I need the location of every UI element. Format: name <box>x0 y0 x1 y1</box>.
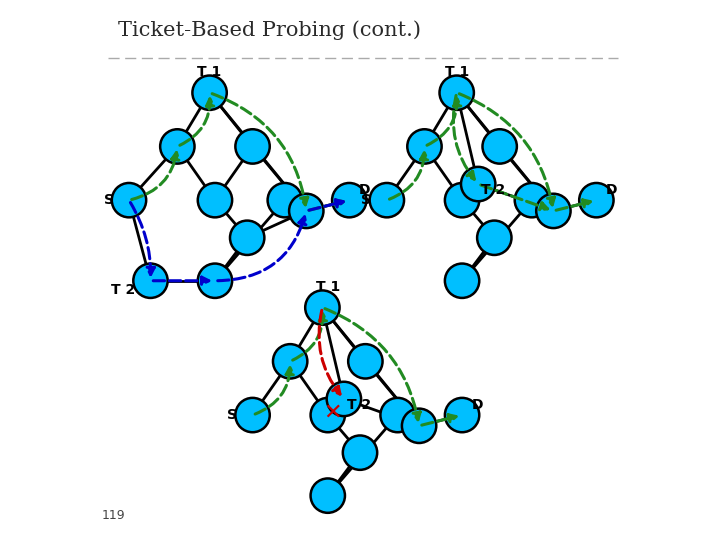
Text: S: S <box>227 408 237 422</box>
FancyArrowPatch shape <box>180 99 214 145</box>
Circle shape <box>461 167 495 201</box>
Circle shape <box>445 398 480 432</box>
Text: T 1: T 1 <box>444 65 469 79</box>
Circle shape <box>235 129 270 164</box>
Text: D: D <box>359 184 370 198</box>
Circle shape <box>515 183 549 218</box>
FancyArrowPatch shape <box>427 99 461 145</box>
Circle shape <box>310 398 345 432</box>
Circle shape <box>268 183 302 218</box>
Circle shape <box>332 183 366 218</box>
Text: S: S <box>104 193 114 207</box>
Circle shape <box>310 478 345 513</box>
Circle shape <box>192 76 227 110</box>
Circle shape <box>402 409 436 443</box>
Circle shape <box>348 344 382 379</box>
Circle shape <box>327 382 361 416</box>
FancyArrowPatch shape <box>481 185 548 210</box>
Circle shape <box>445 183 480 218</box>
Circle shape <box>536 194 570 228</box>
Text: T 2: T 2 <box>481 184 505 198</box>
FancyArrowPatch shape <box>422 415 456 425</box>
Text: S: S <box>361 193 372 207</box>
Circle shape <box>579 183 613 218</box>
Circle shape <box>289 194 323 228</box>
Text: 119: 119 <box>102 510 126 523</box>
FancyArrowPatch shape <box>309 200 343 210</box>
Circle shape <box>112 183 146 218</box>
Circle shape <box>408 129 441 164</box>
FancyArrowPatch shape <box>325 309 420 420</box>
Circle shape <box>235 398 270 432</box>
FancyArrowPatch shape <box>390 153 428 199</box>
Text: T 2: T 2 <box>112 284 136 298</box>
Circle shape <box>369 183 404 218</box>
Text: T 1: T 1 <box>197 65 222 79</box>
FancyArrowPatch shape <box>255 368 293 414</box>
Circle shape <box>198 183 232 218</box>
FancyArrowPatch shape <box>459 94 554 205</box>
FancyArrowPatch shape <box>319 310 340 394</box>
FancyArrowPatch shape <box>309 200 343 210</box>
Text: Ticket-Based Probing (cont.): Ticket-Based Probing (cont.) <box>118 20 421 40</box>
Text: T 2: T 2 <box>347 399 371 413</box>
Circle shape <box>305 291 340 325</box>
Text: D: D <box>606 184 617 198</box>
Circle shape <box>160 129 194 164</box>
FancyArrowPatch shape <box>153 277 209 285</box>
Circle shape <box>133 264 168 298</box>
FancyArrowPatch shape <box>556 200 590 210</box>
Text: ✕: ✕ <box>323 402 341 422</box>
Circle shape <box>439 76 474 110</box>
Circle shape <box>380 398 415 432</box>
Circle shape <box>445 264 480 298</box>
Circle shape <box>343 435 377 470</box>
FancyArrowPatch shape <box>130 202 154 274</box>
Circle shape <box>482 129 517 164</box>
FancyArrowPatch shape <box>132 153 179 199</box>
Circle shape <box>273 344 307 379</box>
Circle shape <box>230 220 264 255</box>
FancyArrowPatch shape <box>454 96 474 179</box>
Circle shape <box>477 220 511 255</box>
FancyArrowPatch shape <box>293 314 327 360</box>
FancyArrowPatch shape <box>217 217 306 281</box>
FancyArrowPatch shape <box>212 93 307 205</box>
Text: T 1: T 1 <box>315 280 340 294</box>
Circle shape <box>198 264 232 298</box>
Text: D: D <box>472 399 483 413</box>
